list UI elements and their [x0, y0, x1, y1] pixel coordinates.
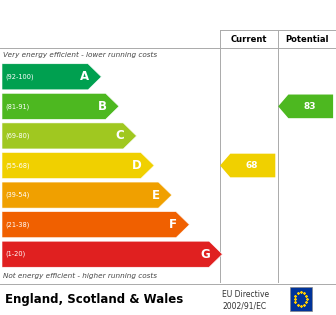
Text: (39-54): (39-54) [5, 192, 29, 198]
Text: (92-100): (92-100) [5, 73, 34, 80]
Text: (69-80): (69-80) [5, 133, 30, 139]
Text: Energy Efficiency Rating: Energy Efficiency Rating [10, 8, 212, 22]
Text: F: F [169, 218, 177, 231]
Polygon shape [2, 241, 222, 267]
Text: (21-38): (21-38) [5, 221, 29, 228]
Polygon shape [2, 64, 101, 90]
Text: EU Directive: EU Directive [222, 290, 269, 299]
Polygon shape [2, 123, 136, 149]
Text: 2002/91/EC: 2002/91/EC [222, 301, 266, 311]
Text: A: A [80, 70, 89, 83]
Text: Potential: Potential [285, 35, 329, 43]
Polygon shape [2, 93, 119, 119]
Polygon shape [2, 182, 172, 208]
Text: Current: Current [231, 35, 267, 43]
Text: G: G [200, 248, 210, 261]
Text: C: C [116, 129, 124, 142]
Text: (55-68): (55-68) [5, 162, 30, 169]
Polygon shape [2, 212, 190, 238]
Bar [290, 287, 312, 311]
Text: Very energy efficient - lower running costs: Very energy efficient - lower running co… [3, 52, 157, 58]
Text: 68: 68 [245, 161, 258, 170]
Text: Not energy efficient - higher running costs: Not energy efficient - higher running co… [3, 273, 157, 279]
Text: E: E [152, 189, 160, 202]
Text: England, Scotland & Wales: England, Scotland & Wales [5, 293, 183, 306]
Text: B: B [98, 100, 107, 113]
Polygon shape [2, 152, 154, 179]
Polygon shape [278, 94, 333, 118]
Text: 83: 83 [303, 102, 316, 111]
Text: (81-91): (81-91) [5, 103, 29, 110]
Text: D: D [132, 159, 142, 172]
Polygon shape [220, 154, 275, 177]
Text: (1-20): (1-20) [5, 251, 25, 257]
